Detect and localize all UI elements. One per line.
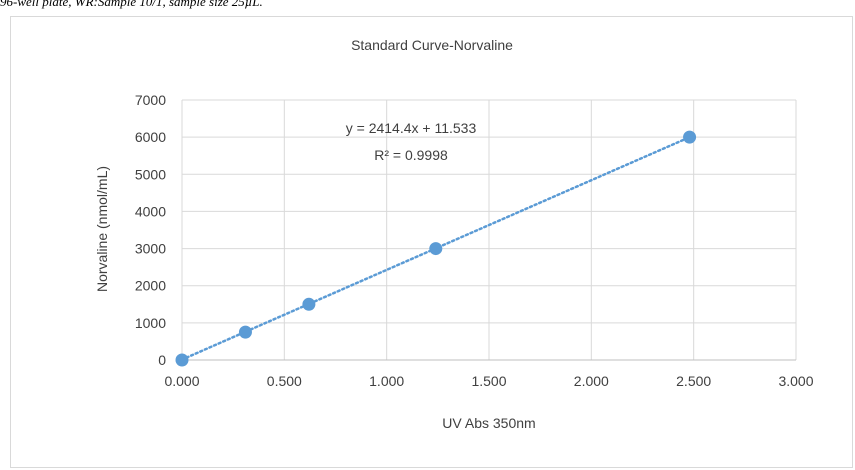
- y-tick-label: 2000: [135, 278, 166, 294]
- data-point: [302, 297, 316, 311]
- trendline-r-squared: R² = 0.9998: [374, 147, 448, 163]
- x-tick-label: 1.000: [369, 373, 404, 389]
- x-tick-label: 0.500: [267, 373, 302, 389]
- x-tick-label: 0.000: [164, 373, 199, 389]
- y-tick-label: 5000: [135, 166, 166, 182]
- chart-title: Standard Curve-Norvaline: [351, 37, 513, 53]
- data-point: [683, 130, 697, 144]
- x-axis-label: UV Abs 350nm: [442, 415, 535, 431]
- y-tick-label: 6000: [135, 129, 166, 145]
- x-tick-label: 2.500: [676, 373, 711, 389]
- x-tick-label: 1.500: [471, 373, 506, 389]
- figure-caption: 96-well plate, WR:Sample 10/1, sample si…: [0, 0, 263, 9]
- x-tick-label: 3.000: [778, 373, 813, 389]
- chart-frame: [10, 16, 853, 468]
- y-tick-label: 7000: [135, 92, 166, 108]
- y-tick-label: 4000: [135, 203, 166, 219]
- data-point: [429, 242, 443, 256]
- data-point: [238, 325, 252, 339]
- axes: [181, 100, 796, 361]
- grid-lines: [182, 99, 797, 360]
- y-tick-label: 1000: [135, 315, 166, 331]
- data-point: [175, 353, 189, 367]
- y-axis-label: Norvaline (nmol/mL): [94, 166, 110, 292]
- trendline-equation: y = 2414.4x + 11.533: [346, 120, 477, 136]
- tick-labels: 0 1000 2000 3000 4000 5000 6000 7000 0.000 0.500 1…: [135, 92, 814, 389]
- y-tick-label: 3000: [135, 241, 166, 257]
- y-tick-label: 0: [158, 352, 166, 368]
- x-tick-label: 2.000: [574, 373, 609, 389]
- data-points: [175, 130, 697, 367]
